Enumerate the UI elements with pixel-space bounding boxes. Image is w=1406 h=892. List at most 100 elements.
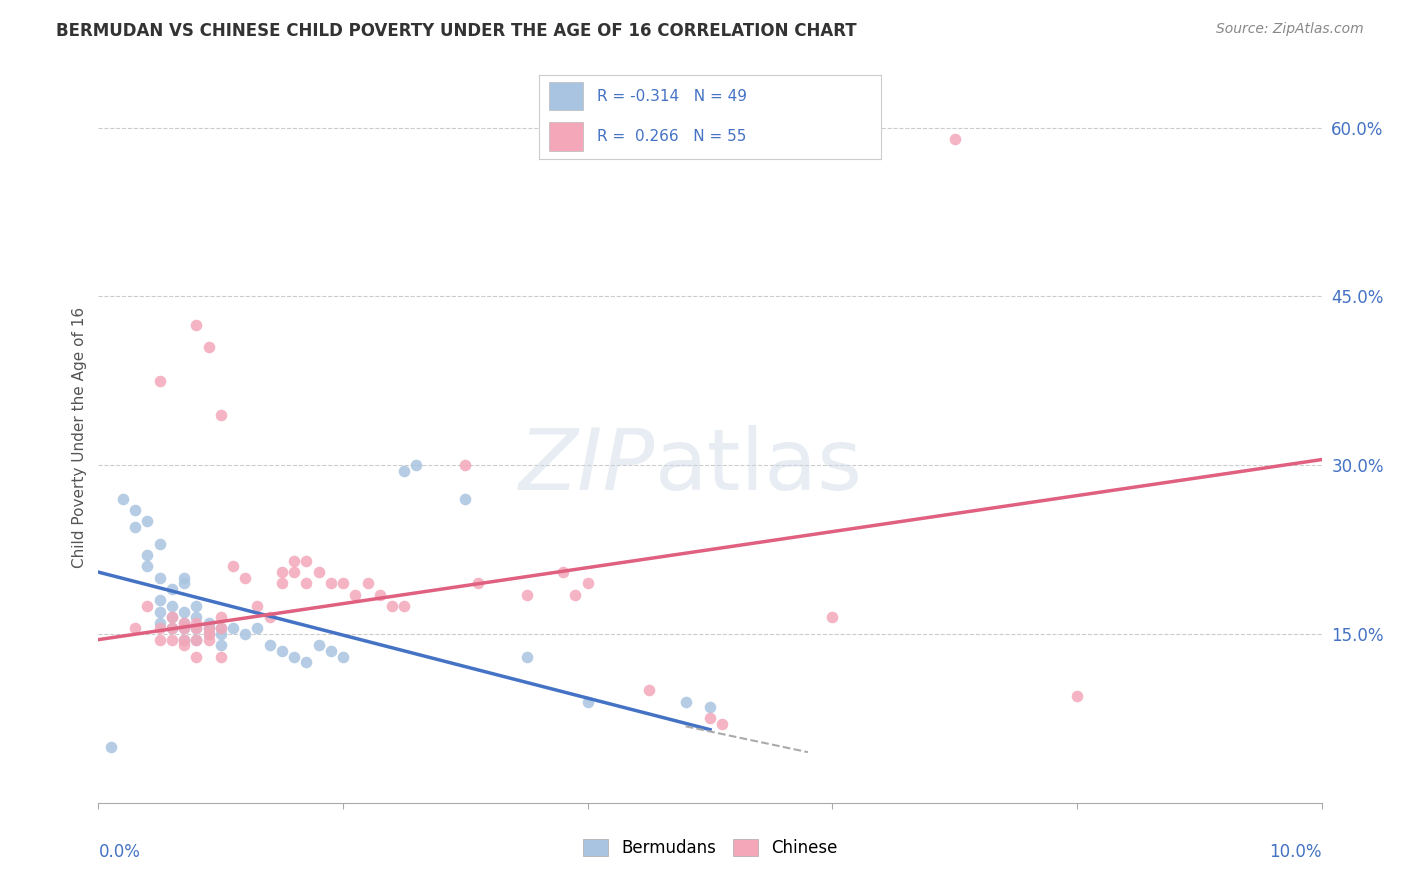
Point <box>186 621 208 635</box>
Point <box>222 559 245 574</box>
Point <box>576 576 599 591</box>
Text: 0.0%: 0.0% <box>98 843 141 861</box>
Point <box>246 621 269 635</box>
Point <box>173 632 195 647</box>
Point <box>332 576 354 591</box>
Point <box>319 576 342 591</box>
Point <box>186 599 208 613</box>
Point <box>270 565 292 579</box>
Point <box>173 638 195 652</box>
Point <box>1066 689 1088 703</box>
Point <box>270 576 292 591</box>
Point <box>173 621 195 635</box>
Point <box>553 565 575 579</box>
Point <box>209 649 232 664</box>
Point <box>124 503 146 517</box>
Point <box>283 554 305 568</box>
Point <box>124 621 146 635</box>
Text: Source: ZipAtlas.com: Source: ZipAtlas.com <box>1216 22 1364 37</box>
Text: BERMUDAN VS CHINESE CHILD POVERTY UNDER THE AGE OF 16 CORRELATION CHART: BERMUDAN VS CHINESE CHILD POVERTY UNDER … <box>56 22 856 40</box>
Point <box>699 700 721 714</box>
Point <box>209 408 232 422</box>
Point <box>136 599 159 613</box>
Point <box>173 621 195 635</box>
Point <box>160 599 183 613</box>
Point <box>392 599 416 613</box>
Point <box>368 588 391 602</box>
Point <box>100 739 122 754</box>
Point <box>295 655 318 669</box>
Point <box>344 588 367 602</box>
Point <box>197 340 219 354</box>
Point <box>186 610 208 624</box>
Point <box>356 576 378 591</box>
Point <box>467 576 489 591</box>
Point <box>186 615 208 630</box>
Point <box>149 632 172 647</box>
Point <box>711 717 734 731</box>
Point <box>111 491 134 506</box>
Point <box>259 610 281 624</box>
Point <box>516 588 538 602</box>
Point <box>197 615 219 630</box>
Point <box>160 582 183 596</box>
Point <box>222 621 245 635</box>
Point <box>186 632 208 647</box>
Point <box>308 638 330 652</box>
Point <box>197 627 219 641</box>
Point <box>160 610 183 624</box>
Text: atlas: atlas <box>655 425 863 508</box>
Point <box>149 615 172 630</box>
Point <box>209 621 232 635</box>
Point <box>637 683 661 698</box>
Point <box>160 621 183 635</box>
Point <box>454 458 477 473</box>
Point <box>259 638 281 652</box>
Text: ZIP: ZIP <box>519 425 655 508</box>
Point <box>186 621 208 635</box>
Point <box>675 694 697 708</box>
Point <box>173 571 195 585</box>
Point <box>516 649 538 664</box>
Point <box>699 711 721 725</box>
Point <box>186 649 208 664</box>
Point <box>209 627 232 641</box>
Point <box>149 621 172 635</box>
Point <box>197 621 219 635</box>
Point <box>283 649 305 664</box>
Text: 10.0%: 10.0% <box>1270 843 1322 861</box>
Legend: Bermudans, Chinese: Bermudans, Chinese <box>576 832 844 864</box>
Point <box>943 132 966 146</box>
Point <box>173 605 195 619</box>
Point <box>209 610 232 624</box>
Point <box>246 599 269 613</box>
Point <box>270 644 292 658</box>
Point <box>136 548 159 562</box>
Point <box>295 576 318 591</box>
Point <box>149 593 172 607</box>
Point <box>197 621 219 635</box>
Point <box>149 374 172 388</box>
Y-axis label: Child Poverty Under the Age of 16: Child Poverty Under the Age of 16 <box>72 307 87 567</box>
Point <box>186 318 208 332</box>
Point <box>136 515 159 529</box>
Point <box>821 610 844 624</box>
Point <box>233 571 256 585</box>
Point <box>209 638 232 652</box>
Point <box>173 615 195 630</box>
Point <box>160 621 183 635</box>
Point <box>197 632 219 647</box>
Point <box>576 694 599 708</box>
Point <box>209 621 232 635</box>
Point <box>124 520 146 534</box>
Point <box>283 565 305 579</box>
Point <box>149 605 172 619</box>
Point <box>405 458 427 473</box>
Point <box>564 588 586 602</box>
Point <box>173 632 195 647</box>
Point <box>149 571 172 585</box>
Point <box>308 565 330 579</box>
Point <box>295 554 318 568</box>
Point <box>392 464 416 478</box>
Point <box>186 632 208 647</box>
